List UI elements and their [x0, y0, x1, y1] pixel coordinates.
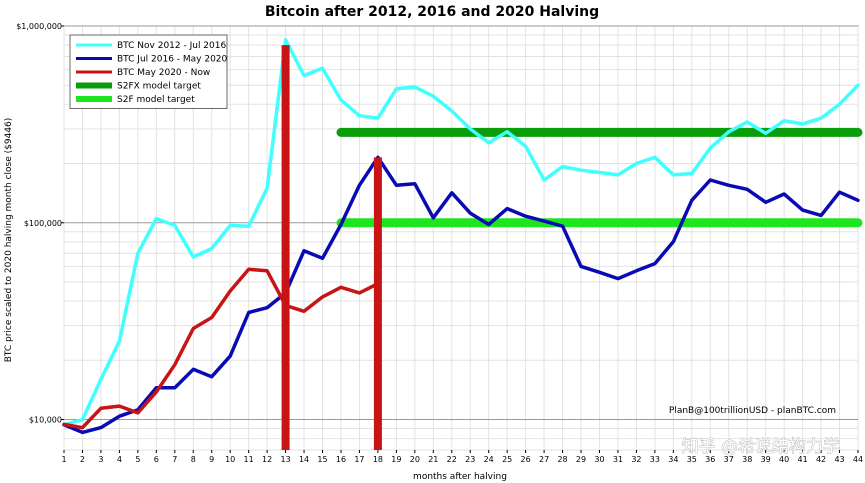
y-tick-label: $100,000 [24, 219, 62, 228]
x-tick-label: 5 [135, 455, 140, 464]
x-tick-label: 27 [539, 455, 549, 464]
x-tick-label: 2 [80, 455, 85, 464]
x-tick-label: 15 [317, 455, 327, 464]
series-lines [62, 38, 860, 435]
x-tick-label: 38 [742, 455, 752, 464]
x-tick-label: 43 [834, 455, 844, 464]
x-tick-label: 14 [299, 455, 309, 464]
target-lines [336, 127, 863, 228]
x-tick-label: 35 [687, 455, 697, 464]
x-tick-label: 4 [117, 455, 122, 464]
legend: BTC Nov 2012 - Jul 2016 BTC Jul 2016 - Ma… [69, 34, 228, 109]
x-tick-label: 29 [576, 455, 586, 464]
x-tick-label: 31 [613, 455, 623, 464]
x-tick-label: 26 [521, 455, 531, 464]
x-tick-label: 19 [391, 455, 401, 464]
watermark: 知乎 @希说结构力学 [682, 437, 840, 457]
y-axis-ticks: $10,000 $100,000 $1,000,000 [16, 22, 64, 425]
x-tick-label: 13 [280, 455, 290, 464]
x-tick-label: 7 [172, 455, 177, 464]
x-tick-label: 21 [428, 455, 438, 464]
legend-label: BTC Jul 2016 - May 2020 [117, 55, 228, 65]
x-tick-label: 30 [594, 455, 604, 464]
x-tick-label: 32 [631, 455, 641, 464]
x-tick-label: 25 [502, 455, 512, 464]
x-tick-label: 23 [465, 455, 475, 464]
x-tick-label: 11 [244, 455, 254, 464]
series-2012-line [62, 38, 860, 427]
x-tick-label: 22 [447, 455, 457, 464]
x-tick-label: 6 [154, 455, 159, 464]
y-axis-title: BTC price scaled to 2020 halving month c… [4, 118, 14, 363]
x-tick-label: 9 [209, 455, 214, 464]
series-2016-line [62, 155, 860, 435]
y-tick-label: $10,000 [29, 416, 62, 425]
x-tick-label: 36 [705, 455, 715, 464]
legend-label: BTC May 2020 - Now [117, 68, 210, 78]
y-tick-label: $1,000,000 [16, 22, 62, 31]
x-axis-ticks: 1 2 3 4 5 6 7 8 9 10 11 12 13 14 15 16 17 18 19 20 21 22 23 24 2… [61, 450, 863, 464]
x-tick-label: 8 [191, 455, 196, 464]
x-tick-label: 20 [410, 455, 420, 464]
x-tick-label: 17 [354, 455, 364, 464]
x-tick-label: 33 [650, 455, 660, 464]
x-tick-label: 37 [724, 455, 734, 464]
x-tick-label: 12 [262, 455, 272, 464]
x-tick-label: 18 [373, 455, 383, 464]
x-tick-label: 42 [816, 455, 826, 464]
legend-label: S2FX model target [117, 82, 201, 92]
legend-label: BTC Nov 2012 - Jul 2016 [117, 41, 226, 51]
x-axis-title: months after halving [413, 472, 507, 482]
x-tick-label: 1 [61, 455, 66, 464]
x-tick-label: 44 [853, 455, 863, 464]
chart-title: Bitcoin after 2012, 2016 and 2020 Halvin… [265, 4, 599, 20]
x-tick-label: 3 [98, 455, 103, 464]
x-tick-label: 40 [779, 455, 789, 464]
x-tick-label: 24 [484, 455, 494, 464]
legend-label: S2F model target [117, 95, 195, 105]
series-2020-line [62, 267, 380, 430]
x-tick-label: 41 [798, 455, 808, 464]
x-tick-label: 34 [668, 455, 678, 464]
x-tick-label: 28 [557, 455, 567, 464]
halving-markers [281, 45, 382, 450]
credit-text: PlanB@100trillionUSD - planBTC.com [669, 406, 836, 416]
x-tick-label: 16 [336, 455, 346, 464]
x-tick-label: 39 [761, 455, 771, 464]
x-tick-label: 10 [225, 455, 235, 464]
